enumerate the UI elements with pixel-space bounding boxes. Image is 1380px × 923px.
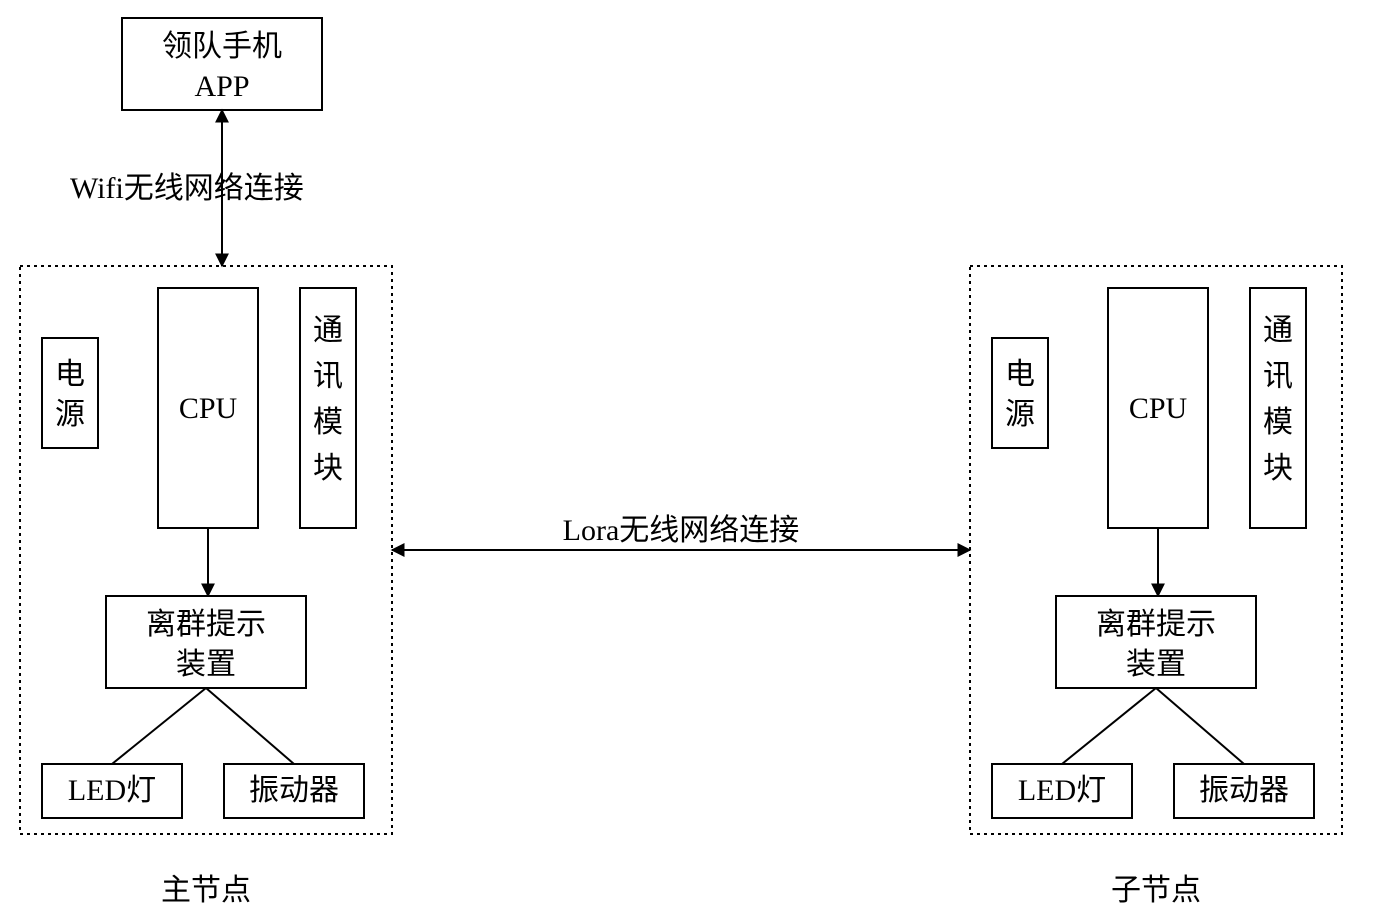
main-vib-label: 振动器 — [249, 774, 339, 807]
app-label-line1: 领队手机 — [162, 30, 282, 63]
sub-comm-label-4: 块 — [1263, 452, 1293, 485]
main-power-label-2: 源 — [55, 398, 85, 431]
sub-alert-label-2: 装置 — [1126, 648, 1186, 681]
sub-comm-label-3: 模 — [1263, 406, 1293, 439]
app-label-line2: APP — [194, 70, 249, 103]
sub-led-label: LED灯 — [1018, 774, 1106, 807]
sub-comm-label-1: 通 — [1263, 314, 1293, 347]
main-node-title: 主节点 — [161, 874, 251, 907]
wifi-label: Wifi无线网络连接 — [70, 172, 304, 205]
main-power-label-1: 电 — [55, 358, 85, 391]
main-comm-label-1: 通 — [313, 314, 343, 347]
main-comm-label-4: 块 — [313, 452, 343, 485]
main-led-label: LED灯 — [68, 774, 156, 807]
main-comm-label-2: 讯 — [313, 360, 343, 393]
sub-power-label-1: 电 — [1005, 358, 1035, 391]
sub-power-box — [992, 338, 1048, 448]
sub-power-label-2: 源 — [1005, 398, 1035, 431]
sub-cpu-label: CPU — [1129, 392, 1188, 425]
main-alert-to-vib — [206, 688, 294, 764]
lora-label: Lora无线网络连接 — [563, 514, 800, 547]
main-alert-label-2: 装置 — [176, 648, 236, 681]
sub-alert-label-1: 离群提示 — [1096, 608, 1216, 641]
sub-comm-label-2: 讯 — [1263, 360, 1293, 393]
sub-alert-to-led — [1062, 688, 1156, 764]
main-power-box — [42, 338, 98, 448]
main-alert-to-led — [112, 688, 206, 764]
main-alert-label-1: 离群提示 — [146, 608, 266, 641]
main-comm-label-3: 模 — [313, 406, 343, 439]
sub-node-title: 子节点 — [1111, 874, 1201, 907]
sub-vib-label: 振动器 — [1199, 774, 1289, 807]
main-cpu-label: CPU — [179, 392, 238, 425]
sub-alert-to-vib — [1156, 688, 1244, 764]
